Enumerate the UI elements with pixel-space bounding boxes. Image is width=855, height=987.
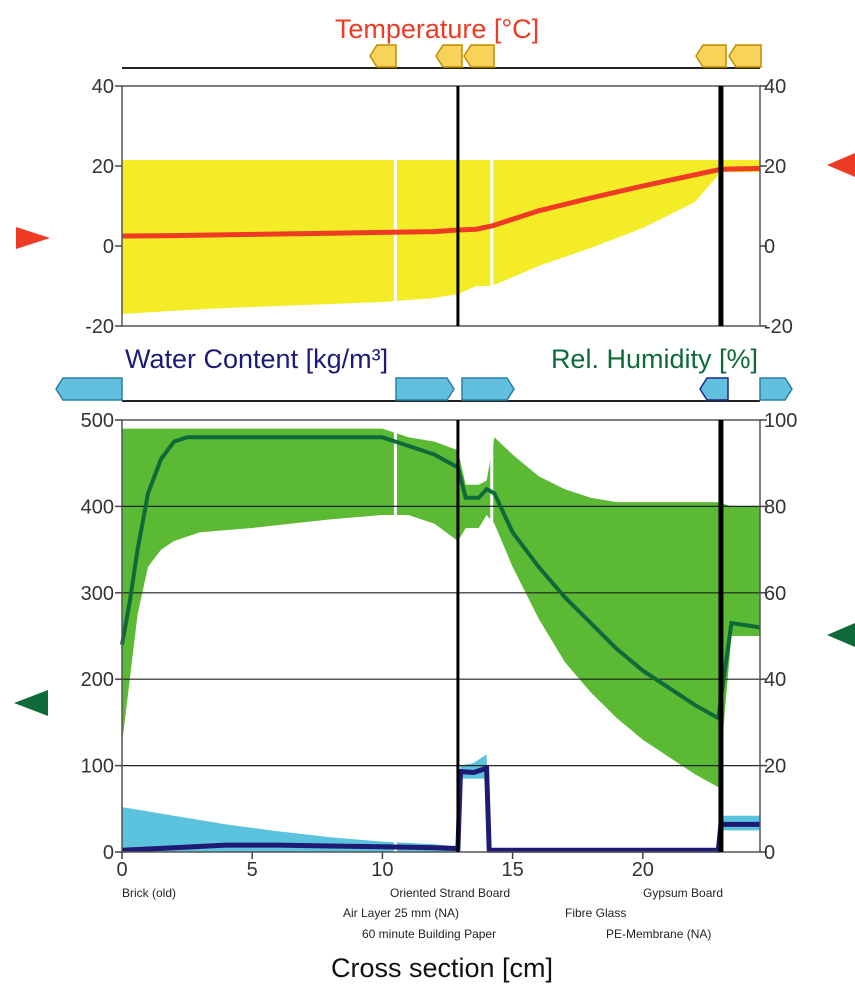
exterior-temperature-indicator-icon — [16, 227, 50, 249]
temperature-layer-marker — [729, 45, 761, 67]
x-tick-label: 0 — [116, 859, 127, 881]
temperature-layer-marker — [436, 45, 462, 67]
humidity-tick-label: 0 — [764, 842, 775, 864]
x-tick-label: 20 — [632, 859, 654, 881]
humidity-title: Rel. Humidity [%] — [551, 344, 758, 374]
water-content-layer-marker — [56, 378, 122, 400]
humidity-tick-label: 80 — [764, 496, 786, 518]
material-label-air-layer: Air Layer 25 mm (NA) — [343, 906, 459, 920]
material-label-fibre-glass: Fibre Glass — [565, 906, 626, 920]
temperature-layer-markers — [370, 45, 761, 67]
humidity-tick-label: 20 — [764, 756, 786, 778]
temperature-left-tick-label: -20 — [85, 316, 114, 338]
material-label-pe-membrane: PE-Membrane (NA) — [606, 927, 711, 941]
x-axis-label: Cross section [cm] — [331, 953, 553, 983]
x-tick-label: 10 — [371, 859, 393, 881]
water-content-tick-label: 500 — [81, 410, 114, 432]
water-content-tick-label: 200 — [81, 669, 114, 691]
temperature-layer-marker — [464, 45, 494, 67]
water-content-tick-label: 100 — [81, 756, 114, 778]
temperature-left-tick-label: 40 — [92, 76, 114, 98]
temperature-right-tick-label: -20 — [764, 316, 793, 338]
humidity-range-band — [122, 429, 760, 788]
water-content-layer-markers — [56, 378, 792, 400]
material-label-brick: Brick (old) — [122, 886, 176, 900]
water-content-tick-label: 400 — [81, 496, 114, 518]
interior-humidity-indicator-icon — [827, 623, 855, 647]
temperature-left-tick-label: 0 — [103, 236, 114, 258]
water-content-tick-label: 0 — [103, 842, 114, 864]
temperature-plot: -20 -20 0 0 20 20 40 40 — [85, 76, 793, 338]
interior-temperature-indicator-icon — [827, 153, 855, 177]
temperature-layer-marker — [696, 45, 726, 67]
temperature-right-tick-label: 40 — [764, 76, 786, 98]
humidity-tick-label: 60 — [764, 583, 786, 605]
material-label-gypsum: Gypsum Board — [643, 886, 723, 900]
temperature-right-tick-label: 20 — [764, 156, 786, 178]
exterior-humidity-indicator-icon — [14, 690, 48, 716]
water-content-range-band — [122, 754, 760, 852]
moisture-plot: 0 100 200 300 400 500 0 20 40 60 80 100 0 5 10 15 20 — [81, 410, 798, 881]
x-tick-label: 15 — [501, 859, 523, 881]
temperature-layer-marker — [370, 45, 396, 67]
water-content-layer-marker — [760, 378, 792, 400]
material-label-building-paper: 60 minute Building Paper — [362, 927, 496, 941]
humidity-tick-label: 100 — [764, 410, 797, 432]
water-content-tick-label: 300 — [81, 583, 114, 605]
water-content-layer-marker — [700, 378, 728, 400]
water-content-title: Water Content [kg/m³] — [125, 344, 388, 374]
humidity-tick-label: 40 — [764, 669, 786, 691]
material-label-osb: Oriented Strand Board — [390, 886, 510, 900]
temperature-right-tick-label: 0 — [764, 236, 775, 258]
temperature-title: Temperature [°C] — [335, 14, 539, 44]
water-content-layer-marker — [396, 378, 454, 400]
temperature-left-tick-label: 20 — [92, 156, 114, 178]
x-tick-label: 5 — [247, 859, 258, 881]
water-content-layer-marker — [462, 378, 514, 400]
